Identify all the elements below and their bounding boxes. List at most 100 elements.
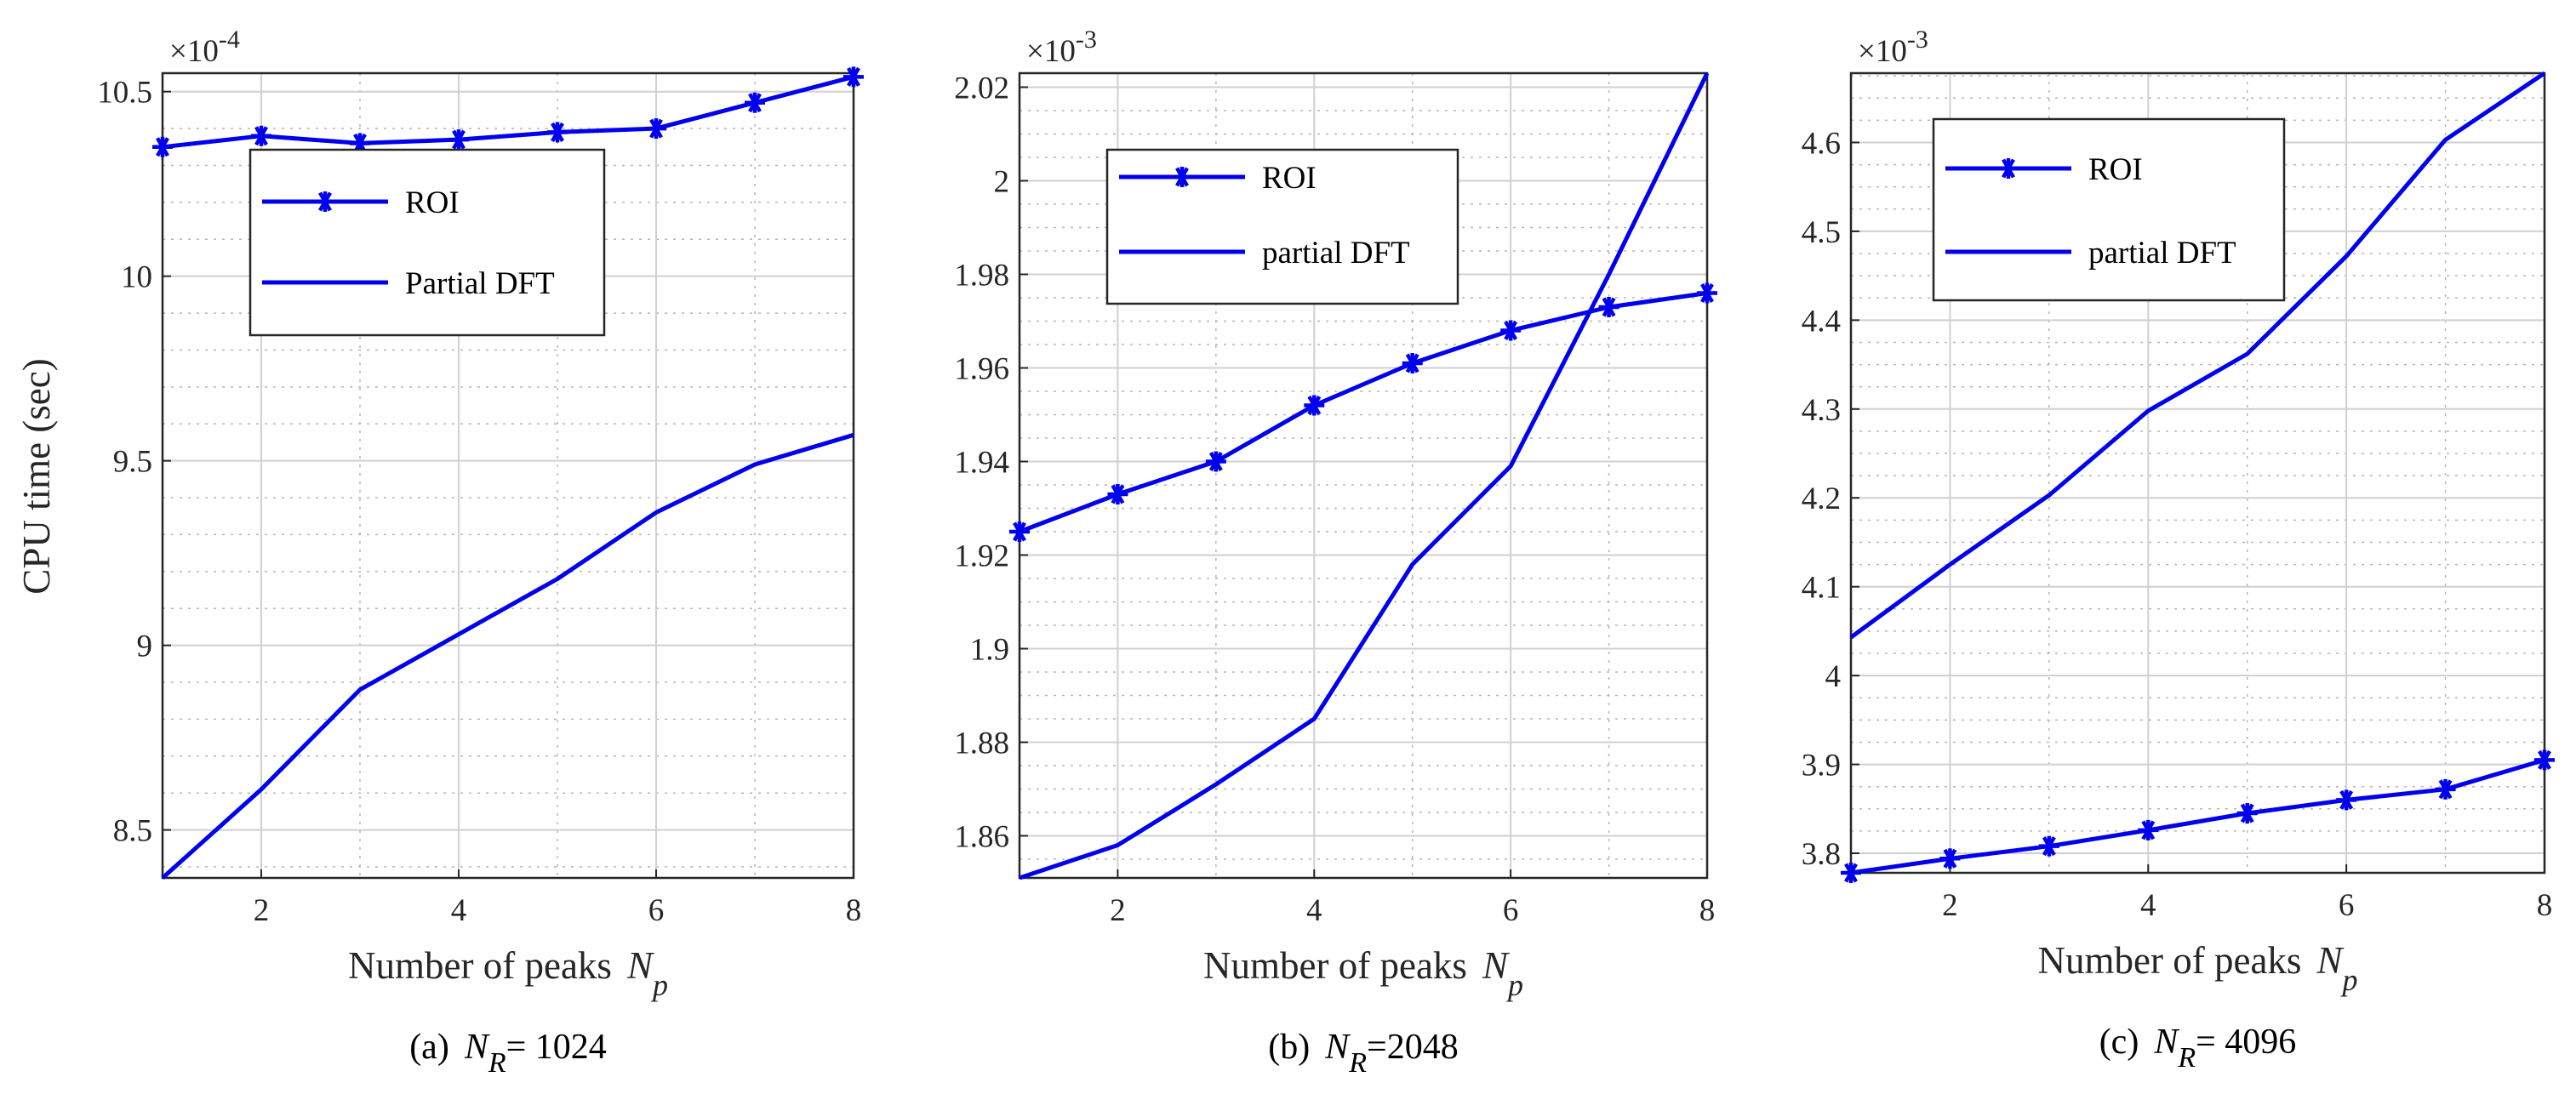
caption-prefix: (c) xyxy=(2099,1023,2139,1062)
legend-label-dft: partial DFT xyxy=(1262,236,1410,271)
series-dft xyxy=(1849,71,2546,640)
x-tick-label: 8 xyxy=(2537,888,2553,923)
y-tick-label: 1.96 xyxy=(954,352,1009,387)
series-roi xyxy=(162,74,854,150)
legend-label-roi: ROI xyxy=(405,185,460,220)
data-point-marker xyxy=(646,118,666,140)
data-point-marker xyxy=(1939,848,1961,869)
y-tick-label: 1.94 xyxy=(954,446,1009,481)
data-point-marker xyxy=(1304,395,1325,416)
caption-prefix: (b) xyxy=(1268,1028,1310,1067)
x-axis-label-text: Number of peaks xyxy=(1203,944,1467,987)
series-line xyxy=(1850,758,2545,875)
caption-symbol: N xyxy=(1324,1028,1351,1067)
y-exponent-label: ×10-3 xyxy=(1026,26,1097,69)
legend-box xyxy=(1932,117,2286,302)
data-point-marker xyxy=(745,92,765,113)
chart-panel-c: 2 4 6 8 3.8 3.9 4 4.1 4.2 4.3 4.4 4.5 4.6 ×10-3 Number… xyxy=(1802,26,2555,1074)
series-roi xyxy=(1850,758,2545,875)
data-point-marker xyxy=(1205,451,1226,472)
legend-label-dft: Partial DFT xyxy=(405,266,555,301)
x-tick-label: 6 xyxy=(1503,893,1519,928)
legend-marker-roi xyxy=(1998,158,2019,179)
y-tick-label: 4.4 xyxy=(1802,304,1841,339)
x-tick-label: 6 xyxy=(648,893,665,928)
x-tick-label: 2 xyxy=(1110,893,1126,928)
x-axis-label-symbol: N xyxy=(626,944,655,987)
y-tick-label: 4.6 xyxy=(1802,126,1841,161)
x-axis-label: Number of peaks Np xyxy=(1203,944,1523,1002)
x-tick-label: 8 xyxy=(1699,893,1716,928)
x-axis-label-subscript: p xyxy=(650,968,668,1002)
data-point-marker xyxy=(2236,803,2258,824)
y-tick-label: 3.9 xyxy=(1802,749,1841,783)
y-tick-label: 1.98 xyxy=(954,259,1009,293)
y-tick-label: 10.5 xyxy=(97,76,152,111)
data-point-marker xyxy=(2534,749,2555,771)
caption-prefix: (a) xyxy=(409,1028,449,1067)
caption-symbol: N xyxy=(2153,1023,2179,1062)
caption-suffix: =2048 xyxy=(1367,1028,1459,1067)
data-point-marker xyxy=(1500,320,1522,341)
legend-box xyxy=(248,148,606,337)
legend: ROI partial DFT xyxy=(1105,148,1459,305)
y-exponent-label: ×10-4 xyxy=(169,26,240,69)
x-axis-label-text: Number of peaks xyxy=(2038,939,2302,982)
data-point-marker xyxy=(2435,778,2456,800)
data-point-marker xyxy=(2138,819,2159,840)
x-axis-label: Number of peaks Np xyxy=(2038,939,2358,997)
series-line xyxy=(161,432,854,880)
caption-subscript: R xyxy=(2177,1042,2196,1074)
x-tick-label: 6 xyxy=(2339,888,2355,923)
panel-caption: (c) NR= 4096 xyxy=(2099,1023,2297,1074)
legend-label-roi: ROI xyxy=(2088,152,2143,187)
series-line xyxy=(162,74,854,150)
y-tick-label: 4.1 xyxy=(1802,571,1841,606)
axes-box xyxy=(1018,71,1709,880)
data-point-marker xyxy=(2336,789,2357,811)
legend-label-roi: ROI xyxy=(1262,161,1317,196)
caption-subscript: R xyxy=(488,1047,506,1079)
x-tick-label: 2 xyxy=(254,893,270,928)
series-line xyxy=(1019,291,1708,534)
x-axis-label-symbol: N xyxy=(2316,939,2345,982)
y-exponent-base: ×10 xyxy=(1858,34,1907,69)
y-tick-label: 4 xyxy=(1825,659,1842,694)
y-exponent-power: -4 xyxy=(219,26,240,54)
x-tick-label: 4 xyxy=(451,893,467,928)
chart-layer: CPU time (sec)2 4 6 88.599.51010.5×10-4Numb… xyxy=(15,26,2555,1079)
x-tick-label: 8 xyxy=(846,893,862,928)
series-roi xyxy=(1019,291,1708,534)
data-point-marker xyxy=(1841,863,1861,883)
x-axis-label-text: Number of peaks xyxy=(348,944,612,987)
y-tick-label: 10 xyxy=(121,260,152,295)
data-point-marker xyxy=(1598,297,1619,317)
legend: ROI Partial DFT xyxy=(248,148,606,337)
x-axis-label-subscript: p xyxy=(2339,963,2357,997)
legend: ROI partial DFT xyxy=(1932,117,2286,302)
y-tick-label: 3.8 xyxy=(1802,837,1841,872)
axes-box xyxy=(1849,71,2546,875)
caption-suffix: = 4096 xyxy=(2196,1023,2296,1062)
x-tick-label: 4 xyxy=(1306,893,1322,928)
data-point-marker xyxy=(2038,835,2059,857)
series-dft xyxy=(1019,71,1709,880)
y-tick-label: 4.3 xyxy=(1802,393,1841,428)
data-point-marker xyxy=(1009,521,1030,542)
y-exponent-power: -3 xyxy=(1076,26,1097,54)
y-tick-label: 1.9 xyxy=(970,633,1009,668)
y-exponent-base: ×10 xyxy=(1026,34,1076,69)
x-axis-label-symbol: N xyxy=(1482,944,1511,987)
y-tick-label: 1.92 xyxy=(954,539,1009,574)
y-axis-label-group: CPU time (sec) xyxy=(15,358,58,594)
x-axis-label: Number of peaks Np xyxy=(348,944,668,1002)
x-tick-label: 4 xyxy=(2140,888,2156,923)
legend-marker-roi xyxy=(315,191,335,212)
axes-box xyxy=(161,71,855,880)
y-tick-label: 1.86 xyxy=(954,820,1009,855)
y-exponent-base: ×10 xyxy=(169,34,219,69)
data-point-marker xyxy=(1697,282,1717,304)
caption-subscript: R xyxy=(1348,1047,1367,1079)
caption-suffix: = 1024 xyxy=(506,1028,607,1067)
